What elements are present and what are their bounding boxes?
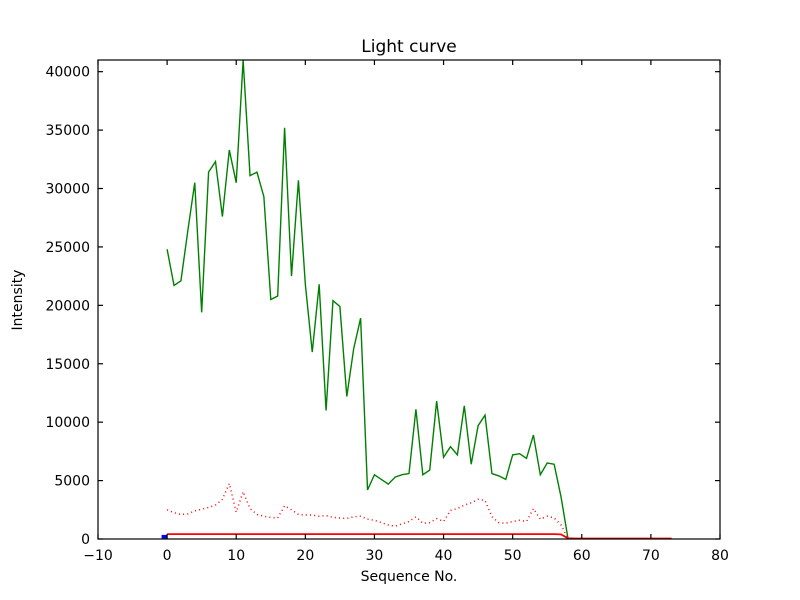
x-tick-label: −10 <box>83 548 113 564</box>
x-tick-label: 20 <box>296 548 314 564</box>
main-intensity-curve <box>166 59 569 539</box>
y-tick-label: 30000 <box>45 182 90 198</box>
chart-title: Light curve <box>361 37 456 57</box>
y-tick-label: 25000 <box>45 240 90 256</box>
x-tick-label: 30 <box>366 548 384 564</box>
y-tick-label: 40000 <box>45 65 90 81</box>
y-tick-label: 5000 <box>54 474 90 490</box>
x-tick-label: 10 <box>227 548 245 564</box>
y-tick-label: 10000 <box>45 415 90 431</box>
x-tick-label: 0 <box>163 548 172 564</box>
x-tick-label: 60 <box>573 548 591 564</box>
dotted-reference-curve <box>166 481 569 539</box>
x-axis-label: Sequence No. <box>361 569 458 585</box>
axes-frame <box>97 59 721 540</box>
tick-labels-layer: −10 0 10 20 30 40 50 60 70 8005000100001500020000… <box>45 65 728 564</box>
series-layer <box>161 59 672 540</box>
flat-background-curve <box>167 533 672 540</box>
x-tick-label: 80 <box>711 548 729 564</box>
x-tick-label: 40 <box>435 548 453 564</box>
x-tick-label: 50 <box>504 548 522 564</box>
y-tick-label: 35000 <box>45 123 90 139</box>
y-tick-label: 20000 <box>45 298 90 314</box>
y-axis-label: Intensity <box>10 270 26 331</box>
y-tick-label: 15000 <box>45 357 90 373</box>
y-tick-label: 0 <box>81 532 90 548</box>
axes-layer <box>97 59 721 540</box>
x-tick-label: 70 <box>642 548 660 564</box>
